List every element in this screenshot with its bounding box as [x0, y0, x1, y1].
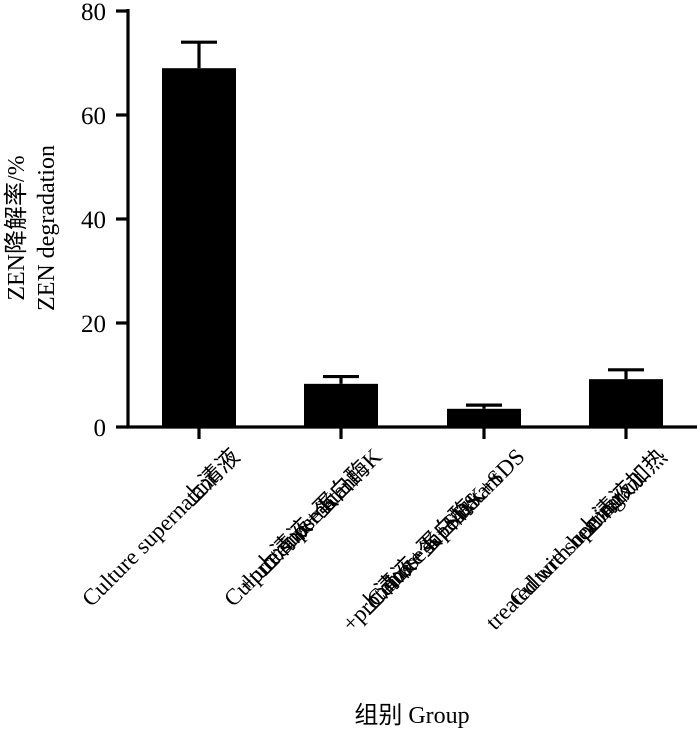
bar — [447, 408, 521, 427]
y-axis-label-line: ZEN degradation — [34, 145, 60, 311]
y-axis-label-line: ZEN降解率/% — [3, 155, 30, 300]
x-category-label: treated with heating — [481, 487, 628, 634]
bar — [589, 379, 663, 427]
bar — [304, 383, 378, 427]
x-category-label: Culture supernatant — [77, 465, 223, 611]
x-axis-label: 组别 Group — [354, 702, 469, 729]
x-category-label: +proteinase K — [233, 487, 343, 597]
y-tick-label: 80 — [81, 0, 106, 26]
y-tick-label: 0 — [94, 415, 107, 442]
y-tick-label: 40 — [81, 207, 106, 234]
x-category-label: +proteinase K+SDS — [337, 488, 486, 637]
y-tick-label: 60 — [81, 103, 106, 130]
bars-group — [162, 68, 663, 427]
y-tick-label: 20 — [81, 311, 106, 338]
y-ticks-group: 0 20 40 60 80 — [81, 0, 128, 442]
bar — [162, 68, 236, 427]
y-axis-label: ZEN降解率/% ZEN degradation — [3, 145, 60, 311]
x-ticks-group — [197, 427, 628, 439]
error-bars-group — [181, 40, 644, 409]
